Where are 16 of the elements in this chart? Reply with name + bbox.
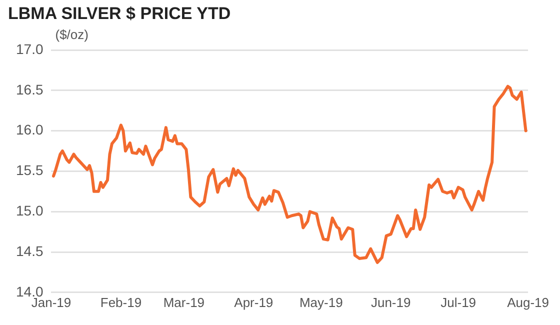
- x-tick-label: Feb-19: [100, 294, 142, 310]
- y-tick-label: 16.0: [16, 122, 44, 138]
- y-axis-title: ($/oz): [55, 27, 88, 42]
- x-tick-label: Mar-19: [163, 294, 205, 310]
- y-tick-label: 14.0: [16, 283, 44, 300]
- y-tick-label: 14.5: [16, 242, 44, 259]
- x-tick-label: Aug-19: [507, 294, 549, 310]
- x-tick-label: Apr-19: [234, 294, 274, 310]
- x-tick-label: Jun-19: [370, 294, 411, 310]
- y-tick-label: 15.5: [16, 162, 44, 178]
- y-tick-label: 17.0: [16, 40, 44, 57]
- y-tick-label: 16.5: [16, 81, 44, 98]
- x-tick-label: May-19: [299, 294, 343, 310]
- y-tick-label: 15.0: [16, 202, 44, 218]
- chart-title: LBMA SILVER $ PRICE YTD: [8, 4, 232, 24]
- x-tick-label: Jul-19: [440, 294, 476, 310]
